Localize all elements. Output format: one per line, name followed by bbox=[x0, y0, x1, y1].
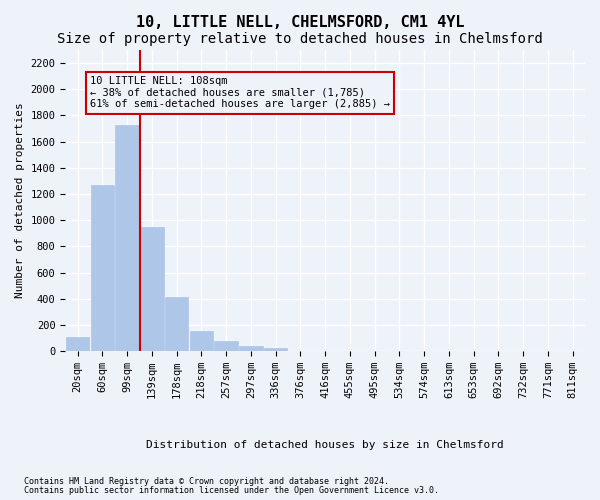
Bar bbox=[140, 226, 164, 351]
Text: 10, LITTLE NELL, CHELMSFORD, CM1 4YL: 10, LITTLE NELL, CHELMSFORD, CM1 4YL bbox=[136, 15, 464, 30]
Text: 10 LITTLE NELL: 108sqm
← 38% of detached houses are smaller (1,785)
61% of semi-: 10 LITTLE NELL: 108sqm ← 38% of detached… bbox=[90, 76, 390, 110]
Text: Contains public sector information licensed under the Open Government Licence v3: Contains public sector information licen… bbox=[24, 486, 439, 495]
Bar bbox=[115, 124, 139, 351]
Bar bbox=[66, 337, 89, 351]
Bar bbox=[214, 342, 238, 351]
Bar bbox=[190, 331, 213, 351]
Text: Contains HM Land Registry data © Crown copyright and database right 2024.: Contains HM Land Registry data © Crown c… bbox=[24, 477, 389, 486]
X-axis label: Distribution of detached houses by size in Chelmsford: Distribution of detached houses by size … bbox=[146, 440, 504, 450]
Bar bbox=[165, 297, 188, 351]
Bar bbox=[91, 185, 114, 351]
Bar bbox=[239, 346, 263, 351]
Y-axis label: Number of detached properties: Number of detached properties bbox=[15, 102, 25, 298]
Text: Size of property relative to detached houses in Chelmsford: Size of property relative to detached ho… bbox=[57, 32, 543, 46]
Bar bbox=[264, 348, 287, 351]
